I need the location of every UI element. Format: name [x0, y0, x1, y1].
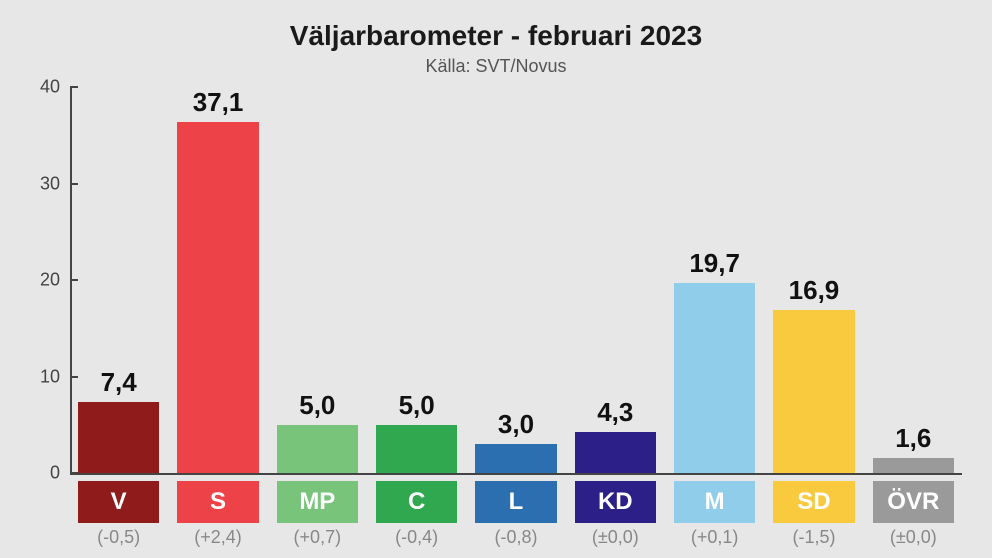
party-labels-row: VS MP CL KD M SD ÖVR — [70, 475, 962, 523]
chart-area: 0102030407,437,15,05,03,04,319,716,91,6 … — [30, 87, 962, 548]
bar-value-label: 4,3 — [597, 397, 633, 428]
bar-value-label: 19,7 — [689, 248, 740, 279]
bars-zone: 0102030407,437,15,05,03,04,319,716,91,6 — [70, 87, 962, 475]
bar — [177, 122, 258, 473]
y-tick-label: 30 — [40, 173, 60, 194]
bar — [376, 425, 457, 473]
chart-subtitle: Källa: SVT/Novus — [30, 56, 962, 77]
bar-column: 16,9 — [773, 87, 854, 473]
party-badge: S — [177, 481, 258, 523]
bar — [475, 444, 556, 473]
y-tick-mark — [70, 183, 78, 185]
change-label: (-1,5) — [773, 527, 854, 548]
bar-column: 37,1 — [177, 87, 258, 473]
change-label: (-0,5) — [78, 527, 159, 548]
bar — [575, 432, 656, 473]
chart-title: Väljarbarometer - februari 2023 — [30, 20, 962, 52]
bar-column: 3,0 — [475, 87, 556, 473]
party-badge: ÖVR — [873, 481, 954, 523]
change-label: (-0,8) — [475, 527, 556, 548]
bar-value-label: 37,1 — [193, 87, 244, 118]
bar — [78, 402, 159, 473]
bar — [277, 425, 358, 473]
y-tick-label: 0 — [50, 463, 60, 484]
party-badge: M — [674, 481, 755, 523]
change-label: (+2,4) — [177, 527, 258, 548]
bar — [773, 310, 854, 473]
change-label: (±0,0) — [873, 527, 954, 548]
bar-column: 1,6 — [873, 87, 954, 473]
y-tick-mark — [70, 86, 78, 88]
bar — [674, 283, 755, 473]
bar-column: 5,0 — [277, 87, 358, 473]
party-badge: L — [475, 481, 556, 523]
change-label: (-0,4) — [376, 527, 457, 548]
bar-value-label: 5,0 — [299, 390, 335, 421]
bar-value-label: 1,6 — [895, 423, 931, 454]
bar-column: 5,0 — [376, 87, 457, 473]
y-tick-label: 10 — [40, 366, 60, 387]
party-badge: MP — [277, 481, 358, 523]
party-badge: KD — [575, 481, 656, 523]
party-badge: SD — [773, 481, 854, 523]
party-badge: V — [78, 481, 159, 523]
bar-value-label: 16,9 — [789, 275, 840, 306]
y-tick-label: 20 — [40, 270, 60, 291]
plot-area: 0102030407,437,15,05,03,04,319,716,91,6 … — [70, 87, 962, 548]
y-tick-mark — [70, 279, 78, 281]
bar-value-label: 3,0 — [498, 409, 534, 440]
change-label: (+0,1) — [674, 527, 755, 548]
bar — [873, 458, 954, 473]
y-tick-mark — [70, 472, 78, 474]
bar-column: 19,7 — [674, 87, 755, 473]
change-label: (+0,7) — [277, 527, 358, 548]
y-tick-label: 40 — [40, 77, 60, 98]
y-tick-mark — [70, 376, 78, 378]
change-row: (-0,5) (+2,4) (+0,7) (-0,4) (-0,8) (±0,0) (+0,… — [70, 523, 962, 548]
bar-value-label: 7,4 — [101, 367, 137, 398]
bar-column: 7,4 — [78, 87, 159, 473]
change-label: (±0,0) — [575, 527, 656, 548]
bar-value-label: 5,0 — [399, 390, 435, 421]
bar-column: 4,3 — [575, 87, 656, 473]
party-badge: C — [376, 481, 457, 523]
chart-container: Väljarbarometer - februari 2023 Källa: S… — [0, 0, 992, 558]
